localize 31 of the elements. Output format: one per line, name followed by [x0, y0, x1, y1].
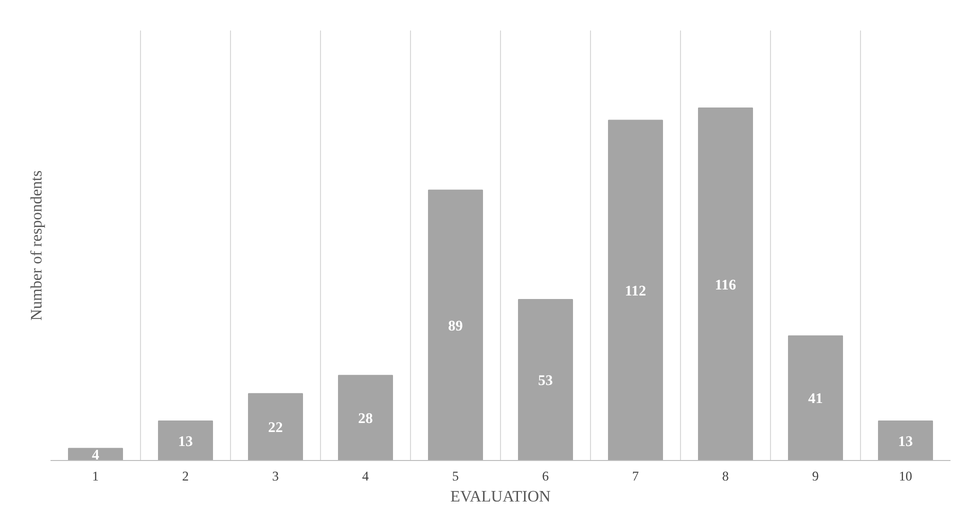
y-axis-title: Number of respondents: [28, 170, 46, 321]
data-label: 41: [808, 391, 823, 408]
x-tick-label: 7: [632, 468, 640, 484]
x-tick-label: 6: [542, 468, 550, 484]
data-label: 28: [358, 410, 373, 427]
data-label: 116: [714, 277, 736, 294]
x-tick-label: 4: [362, 468, 370, 484]
data-label: 4: [92, 447, 100, 464]
data-label: 89: [448, 318, 463, 334]
data-label: 22: [268, 420, 283, 436]
x-axis-title: EVALUATION: [450, 488, 552, 506]
x-tick-label: 2: [182, 468, 189, 484]
data-label: 112: [624, 283, 646, 300]
bar: [248, 393, 303, 460]
data-label: 53: [538, 372, 553, 389]
bar: [878, 420, 933, 460]
bar: [608, 120, 663, 460]
bar: [698, 108, 753, 460]
x-tick-label: 1: [92, 468, 99, 484]
bar: [428, 190, 483, 460]
x-tick-label: 5: [452, 468, 460, 484]
x-tick-label: 3: [272, 468, 280, 484]
bar: [518, 298, 573, 460]
bar: [158, 420, 213, 460]
data-label: 13: [178, 434, 193, 450]
x-tick-label: 9: [812, 468, 820, 484]
x-tick-label: 8: [722, 468, 730, 484]
bar: [788, 335, 843, 460]
bar: [338, 374, 393, 460]
data-label: 13: [898, 434, 913, 450]
x-tick-label: 10: [898, 468, 912, 484]
